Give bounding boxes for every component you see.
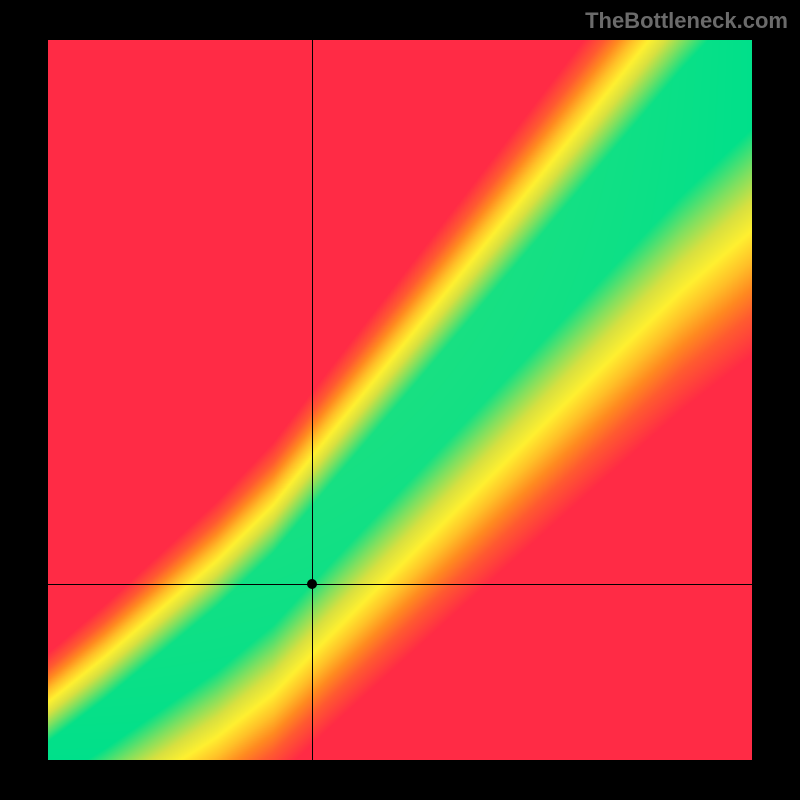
heatmap-plot-area [48, 40, 752, 760]
selection-marker [307, 579, 317, 589]
root: TheBottleneck.com [0, 0, 800, 800]
watermark-text: TheBottleneck.com [585, 8, 788, 34]
crosshair-horizontal [48, 584, 752, 585]
heatmap-canvas [48, 40, 752, 760]
crosshair-vertical [312, 40, 313, 760]
